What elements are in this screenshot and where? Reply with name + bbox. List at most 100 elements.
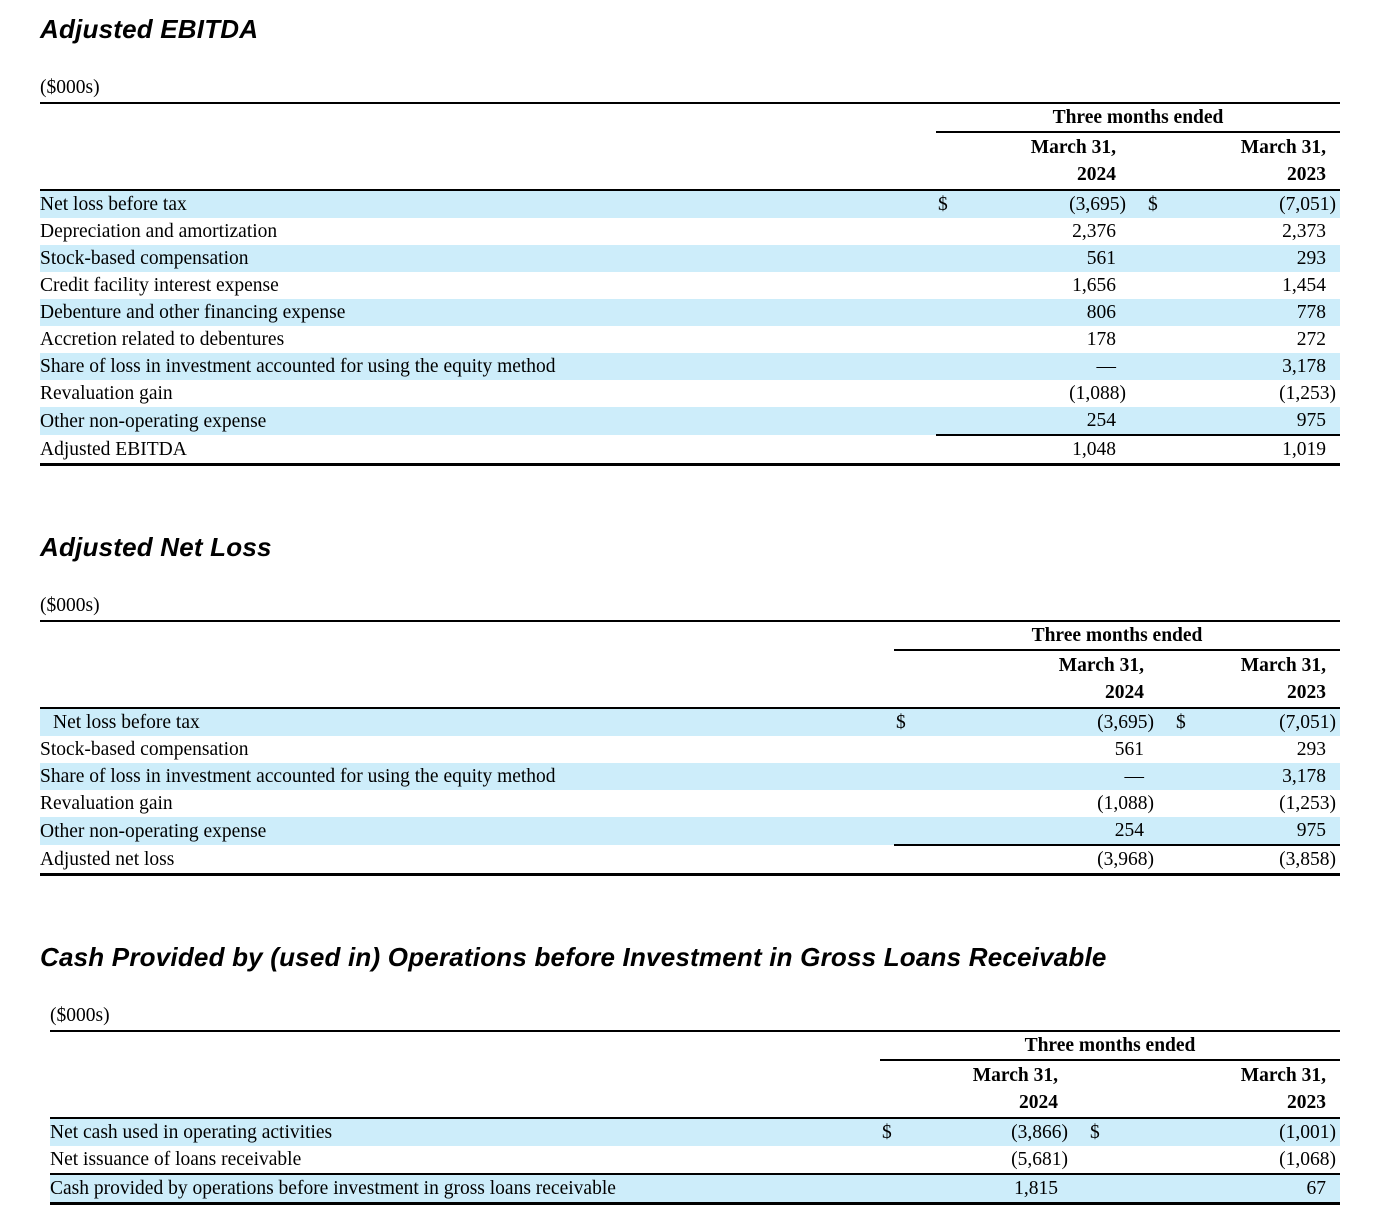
column-header-2024: March 31, 2024 xyxy=(935,132,1130,191)
table-row: Revaluation gain (1,088) (1,253) xyxy=(40,380,1340,407)
value-2023: (7,051) xyxy=(1279,712,1336,733)
row-label: Stock-based compensation xyxy=(40,248,249,269)
currency-symbol: $ xyxy=(895,712,906,733)
value-2024: 254 xyxy=(917,817,1158,846)
currency-symbol: $ xyxy=(881,1122,892,1143)
table-row: Debenture and other financing expense 80… xyxy=(40,299,1340,326)
section-title-adjusted-ebitda: Adjusted EBITDA xyxy=(40,14,259,44)
row-label: Cash provided by operations before inves… xyxy=(50,1173,880,1204)
period-header: Three months ended xyxy=(879,1032,1340,1061)
table-row: Credit facility interest expense 1,656 1… xyxy=(40,272,1340,299)
adjusted-net-loss-table: Three months ended March 31, 2024 March … xyxy=(40,622,1340,876)
value-2023: 975 xyxy=(1171,407,1340,436)
units-label: ($000s) xyxy=(40,77,1340,104)
value-2024: — xyxy=(1096,356,1116,377)
row-label: Debenture and other financing expense xyxy=(40,302,346,323)
row-label: Net loss before tax xyxy=(53,712,200,733)
table-row: Other non-operating expense 254 975 xyxy=(40,817,1340,846)
value-2024: 1,815 xyxy=(903,1173,1072,1204)
value-2023: (1,068) xyxy=(1279,1149,1336,1170)
table-row: Revaluation gain (1,088) (1,253) xyxy=(40,790,1340,817)
value-2023: 3,178 xyxy=(1282,356,1326,377)
row-label: Stock-based compensation xyxy=(40,739,249,760)
currency-symbol: $ xyxy=(1089,1122,1100,1143)
table-row: Stock-based compensation 561 293 xyxy=(40,736,1340,763)
row-label: Share of loss in investment accounted fo… xyxy=(40,356,556,377)
row-label: Revaluation gain xyxy=(40,383,173,404)
cash-operations-table: Three months ended March 31, 2024 March … xyxy=(50,1032,1340,1205)
table-row: Depreciation and amortization 2,376 2,37… xyxy=(40,218,1340,245)
value-2023: 67 xyxy=(1113,1173,1340,1204)
period-header-row: Three months ended xyxy=(50,1032,1340,1061)
period-header-row: Three months ended xyxy=(40,622,1340,651)
value-2023: (1,001) xyxy=(1279,1122,1336,1143)
value-2023: (3,858) xyxy=(1279,849,1336,870)
value-2023: 778 xyxy=(1296,302,1326,323)
value-2023: 2,373 xyxy=(1282,221,1326,242)
units-label: ($000s) xyxy=(40,595,1340,622)
value-2024: 806 xyxy=(1086,302,1116,323)
section-cash-operations: Cash Provided by (used in) Operations be… xyxy=(40,942,1340,1205)
row-label: Adjusted EBITDA xyxy=(40,439,187,460)
table-row: Share of loss in investment accounted fo… xyxy=(40,353,1340,380)
row-label: Net issuance of loans receivable xyxy=(50,1149,302,1170)
column-header-row: March 31, 2024 March 31, 2023 xyxy=(50,1060,1340,1119)
row-label: Other non-operating expense xyxy=(40,411,267,432)
total-row: Adjusted net loss (3,968) (3,858) xyxy=(40,845,1340,875)
value-2023: (1,253) xyxy=(1279,793,1336,814)
period-header-row: Three months ended xyxy=(40,104,1340,133)
total-row: Cash provided by operations before inves… xyxy=(50,1173,1340,1204)
table-row: Stock-based compensation 561 293 xyxy=(40,245,1340,272)
value-2023: (1,253) xyxy=(1279,383,1336,404)
column-header-2024: March 31, 2024 xyxy=(893,650,1158,709)
currency-symbol: $ xyxy=(1147,194,1158,215)
section-title-adjusted-net-loss: Adjusted Net Loss xyxy=(40,532,272,562)
table-row: Net issuance of loans receivable (5,681)… xyxy=(50,1146,1340,1174)
adjusted-ebitda-table: Three months ended March 31, 2024 March … xyxy=(40,104,1340,466)
currency-symbol: $ xyxy=(937,194,948,215)
value-2024: 178 xyxy=(1086,329,1116,350)
row-label: Net loss before tax xyxy=(40,194,187,215)
value-2023: 1,454 xyxy=(1282,275,1326,296)
value-2024: 561 xyxy=(1114,739,1144,760)
column-header-2023: March 31, 2023 xyxy=(1129,132,1340,191)
value-2024: 561 xyxy=(1086,248,1116,269)
value-2024: 254 xyxy=(959,407,1130,436)
total-row: Adjusted EBITDA 1,048 1,019 xyxy=(40,435,1340,465)
row-label: Adjusted net loss xyxy=(40,849,175,870)
section-adjusted-ebitda: Adjusted EBITDA ($000s) Three months end… xyxy=(40,14,1340,466)
value-2023: 975 xyxy=(1199,817,1340,846)
section-adjusted-net-loss: Adjusted Net Loss ($000s) Three months e… xyxy=(40,532,1340,876)
table-row: Net loss before tax $ (3,695) $ (7,051) xyxy=(40,708,1340,736)
table-row: Other non-operating expense 254 975 xyxy=(40,407,1340,436)
row-label: Credit facility interest expense xyxy=(40,275,279,296)
row-label: Accretion related to debentures xyxy=(40,329,285,350)
row-label: Revaluation gain xyxy=(40,793,173,814)
value-2024: 2,376 xyxy=(1072,221,1116,242)
period-header: Three months ended xyxy=(935,104,1340,133)
value-2024: (1,088) xyxy=(1069,383,1126,404)
column-header-2023: March 31, 2023 xyxy=(1157,650,1340,709)
value-2024: (3,695) xyxy=(1069,194,1126,215)
value-2023: 272 xyxy=(1296,329,1326,350)
section-title-cash-operations: Cash Provided by (used in) Operations be… xyxy=(40,942,1107,972)
table-row: Accretion related to debentures 178 272 xyxy=(40,326,1340,353)
table-row: Net cash used in operating activities $ … xyxy=(50,1118,1340,1146)
value-2024: (3,968) xyxy=(1097,849,1154,870)
value-2024: — xyxy=(1124,766,1144,787)
value-2024: 1,048 xyxy=(1072,439,1116,460)
currency-symbol: $ xyxy=(1175,712,1186,733)
row-label: Depreciation and amortization xyxy=(40,221,278,242)
row-label: Net cash used in operating activities xyxy=(50,1122,333,1143)
value-2024: 1,656 xyxy=(1072,275,1116,296)
value-2024: (3,866) xyxy=(1011,1122,1068,1143)
value-2023: 3,178 xyxy=(1282,766,1326,787)
period-header: Three months ended xyxy=(893,622,1340,651)
value-2023: 1,019 xyxy=(1282,439,1326,460)
row-label: Other non-operating expense xyxy=(40,821,267,842)
units-label: ($000s) xyxy=(50,1005,1340,1032)
row-label: Share of loss in investment accounted fo… xyxy=(40,766,556,787)
value-2023: (7,051) xyxy=(1279,194,1336,215)
table-row: Net loss before tax $ (3,695) $ (7,051) xyxy=(40,190,1340,218)
table-row: Share of loss in investment accounted fo… xyxy=(40,763,1340,790)
